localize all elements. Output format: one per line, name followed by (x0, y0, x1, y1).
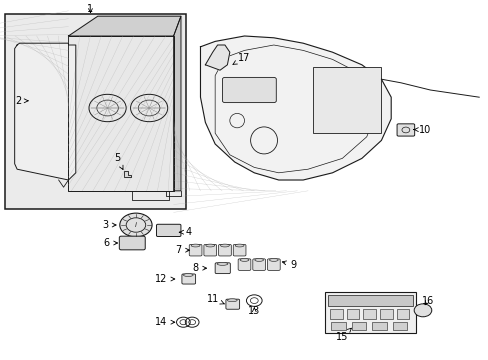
Text: 2: 2 (16, 96, 28, 106)
Text: 9: 9 (282, 260, 296, 270)
FancyBboxPatch shape (156, 224, 181, 237)
Text: 7: 7 (175, 245, 189, 255)
FancyBboxPatch shape (119, 236, 145, 250)
Bar (371, 322, 386, 330)
Text: 8: 8 (192, 263, 206, 273)
Bar (351, 322, 366, 330)
Bar (330, 322, 345, 330)
Bar (363, 309, 375, 319)
Ellipse shape (240, 258, 248, 261)
FancyBboxPatch shape (252, 259, 265, 270)
Ellipse shape (254, 258, 263, 261)
Text: 4: 4 (179, 227, 191, 237)
Polygon shape (68, 36, 173, 191)
Bar (325, 292, 415, 333)
Text: 10: 10 (413, 125, 431, 135)
Ellipse shape (227, 299, 237, 302)
Ellipse shape (217, 262, 227, 265)
Ellipse shape (220, 244, 229, 247)
Ellipse shape (191, 244, 200, 247)
Bar (379, 309, 392, 319)
Text: 16: 16 (421, 296, 433, 306)
Ellipse shape (183, 274, 193, 276)
Polygon shape (123, 171, 131, 177)
Text: 15: 15 (335, 328, 351, 342)
FancyBboxPatch shape (396, 124, 414, 136)
Bar (346, 309, 359, 319)
Ellipse shape (205, 244, 214, 247)
Bar (327, 295, 412, 306)
FancyBboxPatch shape (203, 244, 216, 256)
Bar (5, 14, 185, 209)
Circle shape (413, 304, 431, 317)
FancyBboxPatch shape (189, 244, 202, 256)
Bar (396, 309, 408, 319)
FancyBboxPatch shape (225, 299, 239, 309)
FancyBboxPatch shape (267, 259, 280, 270)
Text: 14: 14 (155, 317, 174, 327)
Text: 6: 6 (103, 238, 117, 248)
Polygon shape (205, 45, 229, 70)
Bar (329, 309, 342, 319)
Bar (312, 67, 381, 133)
FancyBboxPatch shape (238, 259, 250, 270)
Polygon shape (200, 36, 390, 180)
Polygon shape (173, 16, 181, 191)
Polygon shape (15, 43, 76, 180)
Text: 12: 12 (155, 274, 174, 284)
FancyBboxPatch shape (233, 244, 245, 256)
Text: 11: 11 (206, 294, 224, 304)
FancyBboxPatch shape (182, 274, 195, 284)
Text: 3: 3 (102, 220, 116, 230)
FancyBboxPatch shape (222, 77, 276, 103)
FancyBboxPatch shape (218, 244, 231, 256)
Text: i: i (135, 222, 137, 228)
Text: 1: 1 (87, 4, 93, 14)
Ellipse shape (269, 258, 278, 261)
FancyBboxPatch shape (215, 263, 230, 274)
Polygon shape (68, 16, 181, 36)
Ellipse shape (235, 244, 244, 247)
Text: 17: 17 (232, 53, 250, 64)
Bar (392, 322, 407, 330)
Text: 13: 13 (247, 306, 260, 316)
Text: 5: 5 (114, 153, 123, 170)
Circle shape (120, 213, 152, 237)
